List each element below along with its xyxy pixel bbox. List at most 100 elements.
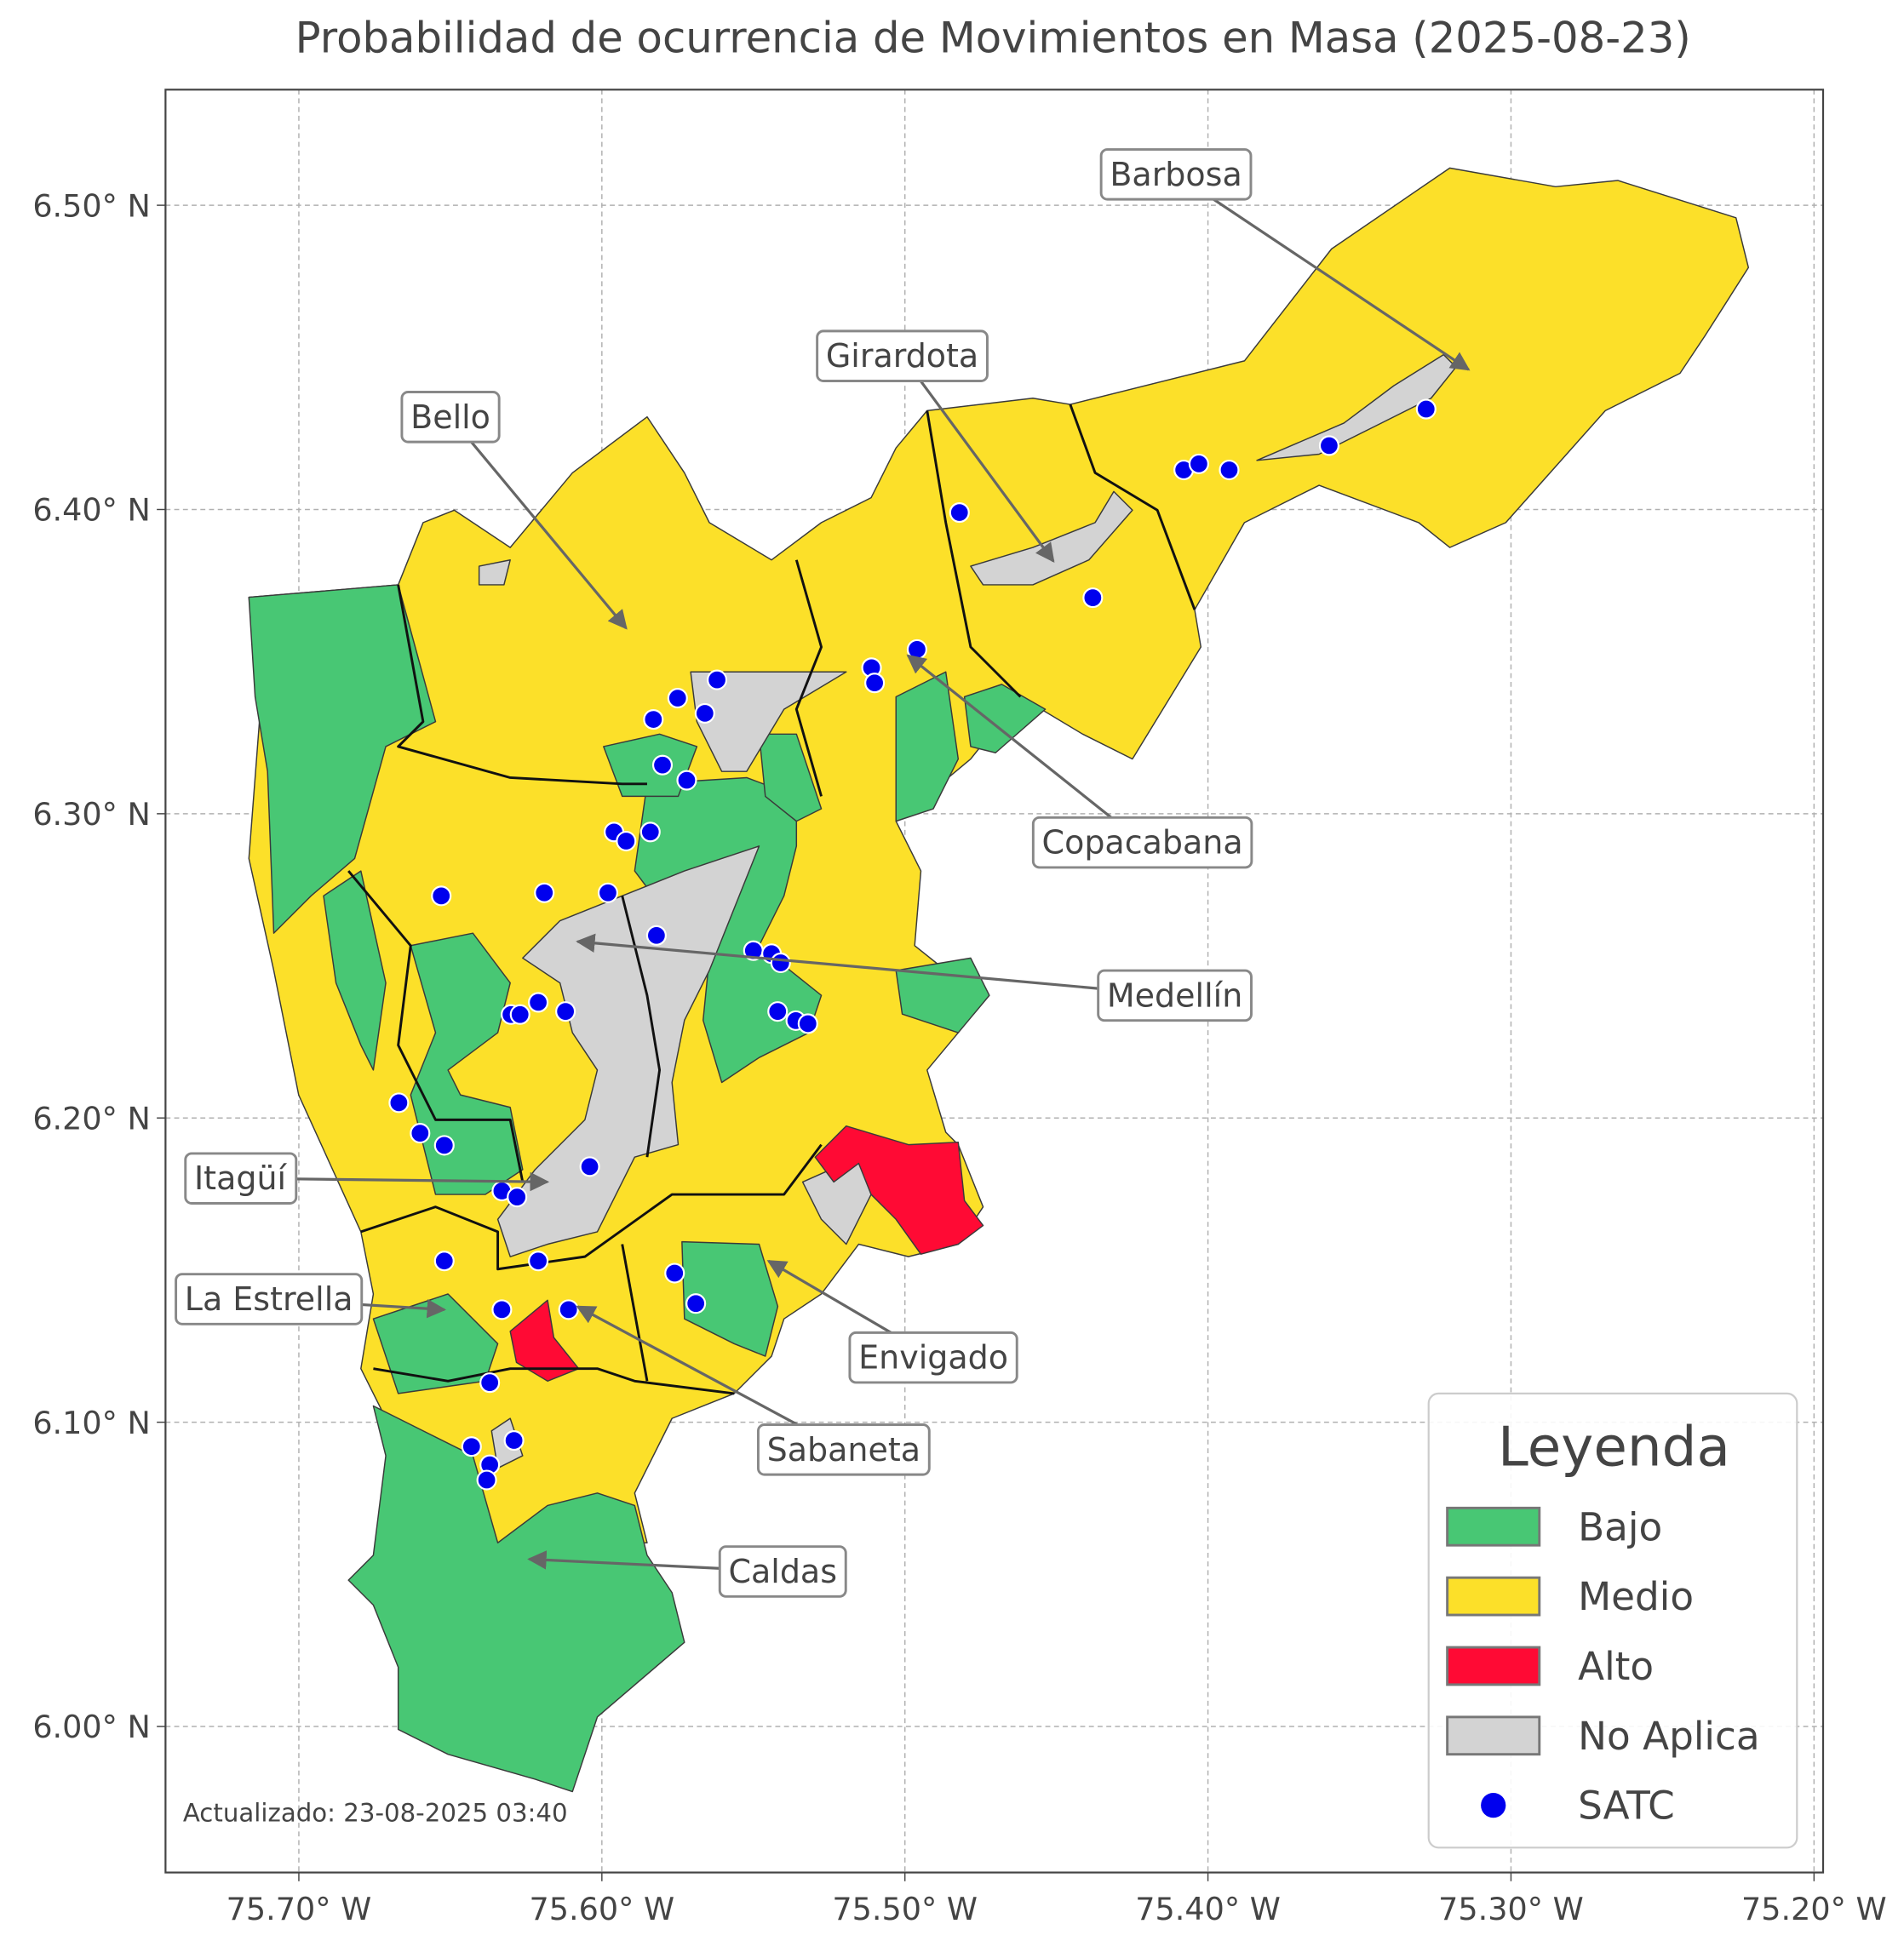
satc-points	[388, 398, 1437, 1491]
legend-label: Alto	[1578, 1644, 1654, 1689]
satc-point	[528, 992, 549, 1013]
annotation: Envigado	[848, 1331, 1018, 1384]
annotation-box	[718, 1545, 847, 1598]
x-tick-label: 75.60° W	[530, 1891, 675, 1927]
satc-point	[767, 1001, 789, 1022]
municipal-border	[1069, 404, 1196, 610]
satc-point	[616, 830, 637, 852]
legend-swatch	[1446, 1506, 1541, 1547]
annotation-box	[184, 1152, 298, 1205]
region-bajo	[347, 1405, 685, 1793]
annotation-box	[816, 329, 989, 382]
satc-point	[431, 885, 452, 907]
region-bajo	[681, 1240, 779, 1357]
satc-point	[555, 1001, 576, 1022]
annotation-label: Caldas	[728, 1553, 837, 1590]
region-bajo	[410, 932, 524, 1195]
legend-label: SATC	[1578, 1784, 1675, 1829]
legend-swatch	[1446, 1715, 1541, 1756]
satc-point	[433, 1251, 455, 1272]
satc-point	[1219, 459, 1240, 481]
satc-point	[503, 1430, 525, 1451]
legend-swatch	[1446, 1576, 1541, 1617]
satc-point	[1082, 587, 1104, 609]
satc-point	[707, 669, 728, 690]
satc-point	[509, 1004, 530, 1025]
y-tick-label: 6.10° N	[32, 1405, 150, 1441]
satc-point	[1188, 453, 1209, 474]
annotation-label: La Estrella	[185, 1280, 353, 1318]
annotation-box	[1099, 148, 1253, 201]
annotation: Sabaneta	[756, 1423, 931, 1476]
legend-label: Medio	[1578, 1574, 1694, 1619]
legend: Leyenda Bajo Medio Alto No Aplica SATC	[1427, 1392, 1798, 1849]
satc-point	[651, 754, 674, 776]
y-tick-label: 6.00° N	[32, 1709, 150, 1745]
region-no-aplica	[478, 558, 511, 586]
satc-point	[579, 1156, 600, 1177]
region-bajo	[323, 870, 387, 1071]
map-title: Probabilidad de ocurrencia de Movimiento…	[295, 13, 1691, 62]
annotation: Medellín	[1097, 969, 1253, 1022]
annotation-arrow	[576, 933, 1175, 997]
annotation-box	[848, 1331, 1018, 1384]
annotation: Barbosa	[1099, 148, 1253, 201]
municipal-border	[347, 870, 525, 1182]
x-tick-label: 75.20° W	[1741, 1891, 1887, 1927]
satc-point	[461, 1436, 482, 1457]
satc-point	[410, 1123, 431, 1144]
region-bajo	[248, 584, 437, 934]
annotation-box	[400, 391, 501, 444]
annotation: Bello	[400, 391, 501, 444]
municipal-border	[397, 584, 647, 786]
municipal-border	[926, 410, 1022, 698]
annotation-label: Barbosa	[1110, 156, 1242, 193]
annotation: La Estrella	[175, 1273, 364, 1325]
legend-title: Leyenda	[1498, 1416, 1730, 1480]
municipal-border	[621, 1244, 649, 1382]
satc-point	[645, 925, 667, 946]
satc-point	[694, 702, 715, 724]
satc-point	[433, 1135, 455, 1156]
annotation-arrow	[449, 415, 628, 630]
x-tick-label: 75.50° W	[832, 1891, 978, 1927]
annotation-label: Girardota	[826, 337, 978, 375]
axis-ticks: 75.70° W 75.60° W 75.50° W 75.40° W 75.30° W…	[32, 187, 1886, 1927]
satc-point	[639, 822, 661, 843]
regions	[248, 167, 1750, 1793]
satc-point	[664, 1263, 685, 1284]
satc-point	[476, 1469, 497, 1491]
annotation-arrow	[901, 355, 1055, 564]
satc-point	[667, 688, 688, 709]
region-bajo	[372, 1293, 499, 1394]
annotations: Barbosa Girardota Bello Copacabana Medellín I…	[175, 148, 1471, 1598]
x-tick-label: 75.70° W	[227, 1891, 372, 1927]
satc-point	[643, 709, 664, 730]
satc-point	[770, 952, 791, 974]
annotation-box	[756, 1423, 931, 1476]
annotation-label: Copacabana	[1042, 824, 1243, 862]
annotation-label: Sabaneta	[767, 1431, 920, 1469]
satc-point	[479, 1372, 501, 1394]
satc-point	[597, 882, 619, 903]
y-tick-label: 6.20° N	[32, 1100, 150, 1137]
y-tick-label: 6.40° N	[32, 492, 150, 529]
annotation-label: Medellín	[1107, 976, 1242, 1014]
legend-swatch	[1481, 1793, 1506, 1818]
annotation-arrow	[1175, 173, 1471, 371]
municipal-border	[794, 559, 823, 797]
municipal-border	[373, 1367, 735, 1395]
satc-point	[864, 673, 886, 694]
satc-point	[797, 1013, 818, 1034]
x-tick-label: 75.30° W	[1438, 1891, 1584, 1927]
y-tick-label: 6.50° N	[32, 187, 150, 224]
annotation: Copacabana	[1031, 816, 1253, 869]
satc-point	[558, 1299, 579, 1320]
region-bajo	[895, 671, 960, 822]
annotation-box	[1031, 816, 1253, 869]
region-alto	[814, 1125, 984, 1255]
y-tick-label: 6.30° N	[32, 796, 150, 833]
satc-point	[507, 1187, 528, 1208]
region-bajo	[963, 684, 1047, 753]
